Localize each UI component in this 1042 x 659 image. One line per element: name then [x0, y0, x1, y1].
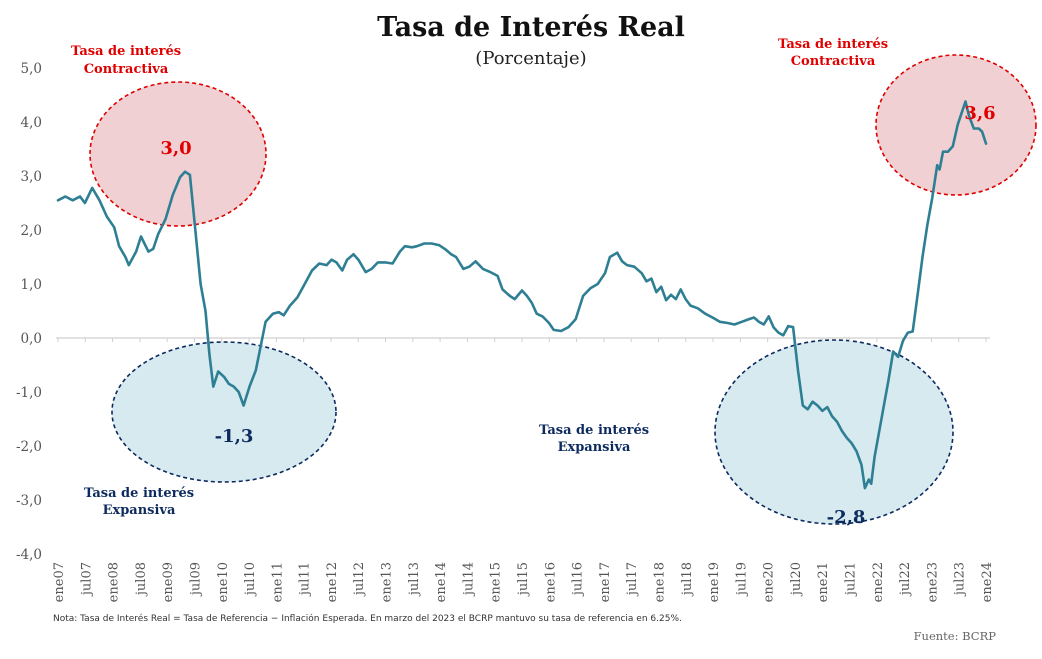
y-tick-label: -4,0 — [16, 547, 42, 563]
expansiva-middle-label-1: Tasa de interés — [539, 423, 649, 438]
x-tick-label: ene08 — [107, 562, 122, 602]
y-tick-label: 3,0 — [21, 169, 42, 185]
x-tick-label: jul17 — [625, 562, 640, 597]
y-tick-label: 4,0 — [21, 115, 42, 131]
y-tick-label: 2,0 — [21, 223, 42, 239]
chart-source: Fuente: BCRP — [914, 629, 997, 643]
x-tick-label: jul08 — [134, 562, 149, 597]
contractiva-right-label-2: Contractiva — [791, 54, 876, 69]
x-tick-label: ene16 — [543, 562, 558, 602]
expansiva-left-ellipse — [111, 341, 337, 483]
contractiva-right-value: 3,6 — [964, 103, 995, 124]
x-tick-label: ene07 — [52, 562, 67, 602]
x-tick-label: jul22 — [898, 562, 913, 597]
x-tick-label: jul20 — [789, 562, 804, 597]
expansiva-left-label-2: Expansiva — [103, 503, 176, 518]
x-tick-label: jul21 — [844, 562, 859, 597]
x-tick-label: jul07 — [79, 562, 94, 597]
chart-title: Tasa de Interés Real — [377, 12, 685, 43]
x-tick-label: jul10 — [243, 562, 258, 597]
expansiva-left-label-1: Tasa de interés — [84, 486, 194, 501]
x-tick-label: ene19 — [707, 562, 722, 602]
x-tick-label: jul15 — [516, 562, 531, 597]
x-tick-label: jul09 — [188, 562, 203, 597]
y-tick-label: 0,0 — [21, 331, 42, 347]
x-axis: ene07 jul07 ene08 jul08 ene09 jul09 ene10 jul10… — [52, 338, 995, 602]
x-tick-label: jul12 — [352, 562, 367, 597]
x-tick-label: jul11 — [298, 562, 313, 597]
x-tick-label: jul16 — [571, 562, 586, 597]
x-tick-label: ene17 — [598, 562, 613, 602]
y-axis: 5,0 4,0 3,0 2,0 1,0 0,0 -1,0 -2,0 -3,0 -4,0 — [16, 61, 42, 563]
x-tick-label: ene14 — [434, 562, 449, 602]
x-tick-label: ene23 — [925, 562, 940, 602]
x-tick-label: ene11 — [270, 562, 285, 602]
x-tick-label: ene15 — [489, 562, 504, 602]
x-tick-label: jul18 — [680, 562, 695, 597]
x-tick-label: jul23 — [953, 562, 968, 597]
expansiva-left-value: -1,3 — [215, 426, 254, 447]
x-tick-label: ene13 — [380, 562, 395, 602]
chart-subtitle: (Porcentaje) — [475, 48, 586, 69]
x-tick-label: jul14 — [461, 562, 476, 597]
contractiva-left-ellipse — [89, 81, 267, 227]
y-tick-label: 1,0 — [21, 277, 42, 293]
y-tick-label: -1,0 — [16, 385, 42, 401]
series-line — [56, 100, 988, 490]
x-tick-label: ene22 — [871, 562, 886, 602]
contractiva-left-label-1: Tasa de interés — [71, 44, 181, 59]
x-tick-label: ene10 — [216, 562, 231, 602]
x-tick-label: ene21 — [816, 562, 831, 602]
x-tick-label: ene12 — [325, 562, 340, 602]
x-tick-label: ene18 — [652, 562, 667, 602]
contractiva-left-label-2: Contractiva — [84, 62, 169, 77]
x-tick-label: ene20 — [762, 562, 777, 602]
expansiva-right-ellipse — [714, 339, 954, 525]
x-tick-label: jul19 — [734, 562, 749, 597]
x-tick-label: ene09 — [161, 562, 176, 602]
y-tick-label: -3,0 — [16, 493, 42, 509]
y-tick-label: 5,0 — [21, 61, 42, 77]
expansiva-middle-label-2: Expansiva — [558, 440, 631, 455]
contractiva-right-label-1: Tasa de interés — [778, 37, 888, 52]
chart-note: Nota: Tasa de Interés Real = Tasa de Ref… — [53, 613, 682, 624]
contractiva-right-ellipse — [875, 54, 1037, 196]
x-tick-label: ene24 — [980, 562, 995, 602]
contractiva-left-value: 3,0 — [160, 138, 191, 159]
x-tick-label: jul13 — [407, 562, 422, 597]
expansiva-right-value: -2,8 — [827, 507, 866, 528]
y-tick-label: -2,0 — [16, 439, 42, 455]
